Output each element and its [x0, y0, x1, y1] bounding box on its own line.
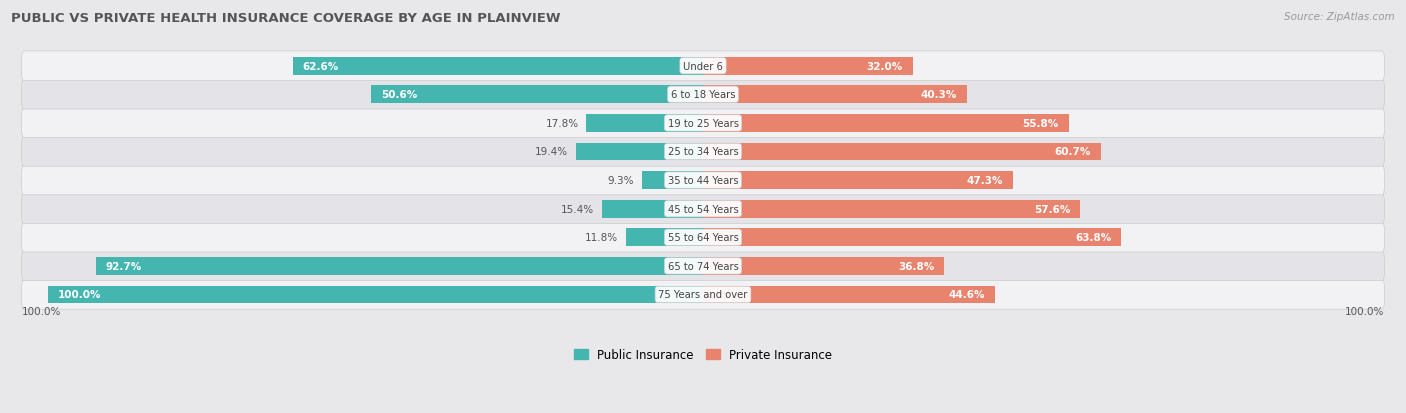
Bar	[643, 172, 703, 190]
Text: 9.3%: 9.3%	[607, 176, 634, 186]
Text: 44.6%: 44.6%	[949, 290, 986, 300]
Bar	[626, 229, 703, 247]
Text: 75 Years and over: 75 Years and over	[658, 290, 748, 300]
Bar	[292, 58, 703, 76]
Bar	[703, 86, 967, 104]
Bar	[703, 229, 1121, 247]
FancyBboxPatch shape	[21, 195, 1385, 224]
Text: 15.4%: 15.4%	[561, 204, 595, 214]
Text: 35 to 44 Years: 35 to 44 Years	[668, 176, 738, 186]
Text: 32.0%: 32.0%	[866, 62, 903, 71]
FancyBboxPatch shape	[21, 223, 1385, 252]
Text: 19.4%: 19.4%	[534, 147, 568, 157]
Text: 100.0%: 100.0%	[1346, 306, 1385, 316]
Bar	[576, 143, 703, 161]
Text: 62.6%: 62.6%	[302, 62, 339, 71]
Text: 55.8%: 55.8%	[1022, 119, 1059, 128]
Bar	[703, 115, 1069, 133]
Bar	[703, 58, 912, 76]
Bar	[371, 86, 703, 104]
FancyBboxPatch shape	[21, 280, 1385, 309]
Text: 40.3%: 40.3%	[921, 90, 957, 100]
Text: 92.7%: 92.7%	[105, 261, 142, 271]
FancyBboxPatch shape	[21, 109, 1385, 138]
Text: 47.3%: 47.3%	[966, 176, 1002, 186]
Bar	[48, 286, 703, 304]
Bar	[586, 115, 703, 133]
Bar	[602, 200, 703, 218]
FancyBboxPatch shape	[21, 252, 1385, 281]
Text: 63.8%: 63.8%	[1076, 233, 1111, 243]
Text: 25 to 34 Years: 25 to 34 Years	[668, 147, 738, 157]
Text: 45 to 54 Years: 45 to 54 Years	[668, 204, 738, 214]
Legend: Public Insurance, Private Insurance: Public Insurance, Private Insurance	[569, 343, 837, 366]
Bar	[703, 257, 943, 275]
FancyBboxPatch shape	[21, 52, 1385, 81]
Text: 17.8%: 17.8%	[546, 119, 578, 128]
Text: 55 to 64 Years: 55 to 64 Years	[668, 233, 738, 243]
Bar	[703, 172, 1012, 190]
Bar	[703, 200, 1080, 218]
Text: PUBLIC VS PRIVATE HEALTH INSURANCE COVERAGE BY AGE IN PLAINVIEW: PUBLIC VS PRIVATE HEALTH INSURANCE COVER…	[11, 12, 561, 25]
Text: Source: ZipAtlas.com: Source: ZipAtlas.com	[1284, 12, 1395, 22]
Bar	[96, 257, 703, 275]
Text: 6 to 18 Years: 6 to 18 Years	[671, 90, 735, 100]
Text: 11.8%: 11.8%	[585, 233, 617, 243]
Text: 100.0%: 100.0%	[21, 306, 60, 316]
Text: 100.0%: 100.0%	[58, 290, 101, 300]
Text: 60.7%: 60.7%	[1054, 147, 1091, 157]
FancyBboxPatch shape	[21, 138, 1385, 167]
Text: 65 to 74 Years: 65 to 74 Years	[668, 261, 738, 271]
Bar	[703, 143, 1101, 161]
Text: 36.8%: 36.8%	[898, 261, 935, 271]
Bar	[703, 286, 995, 304]
Text: Under 6: Under 6	[683, 62, 723, 71]
Text: 19 to 25 Years: 19 to 25 Years	[668, 119, 738, 128]
FancyBboxPatch shape	[21, 166, 1385, 195]
Text: 50.6%: 50.6%	[381, 90, 418, 100]
Text: 57.6%: 57.6%	[1035, 204, 1070, 214]
FancyBboxPatch shape	[21, 81, 1385, 110]
